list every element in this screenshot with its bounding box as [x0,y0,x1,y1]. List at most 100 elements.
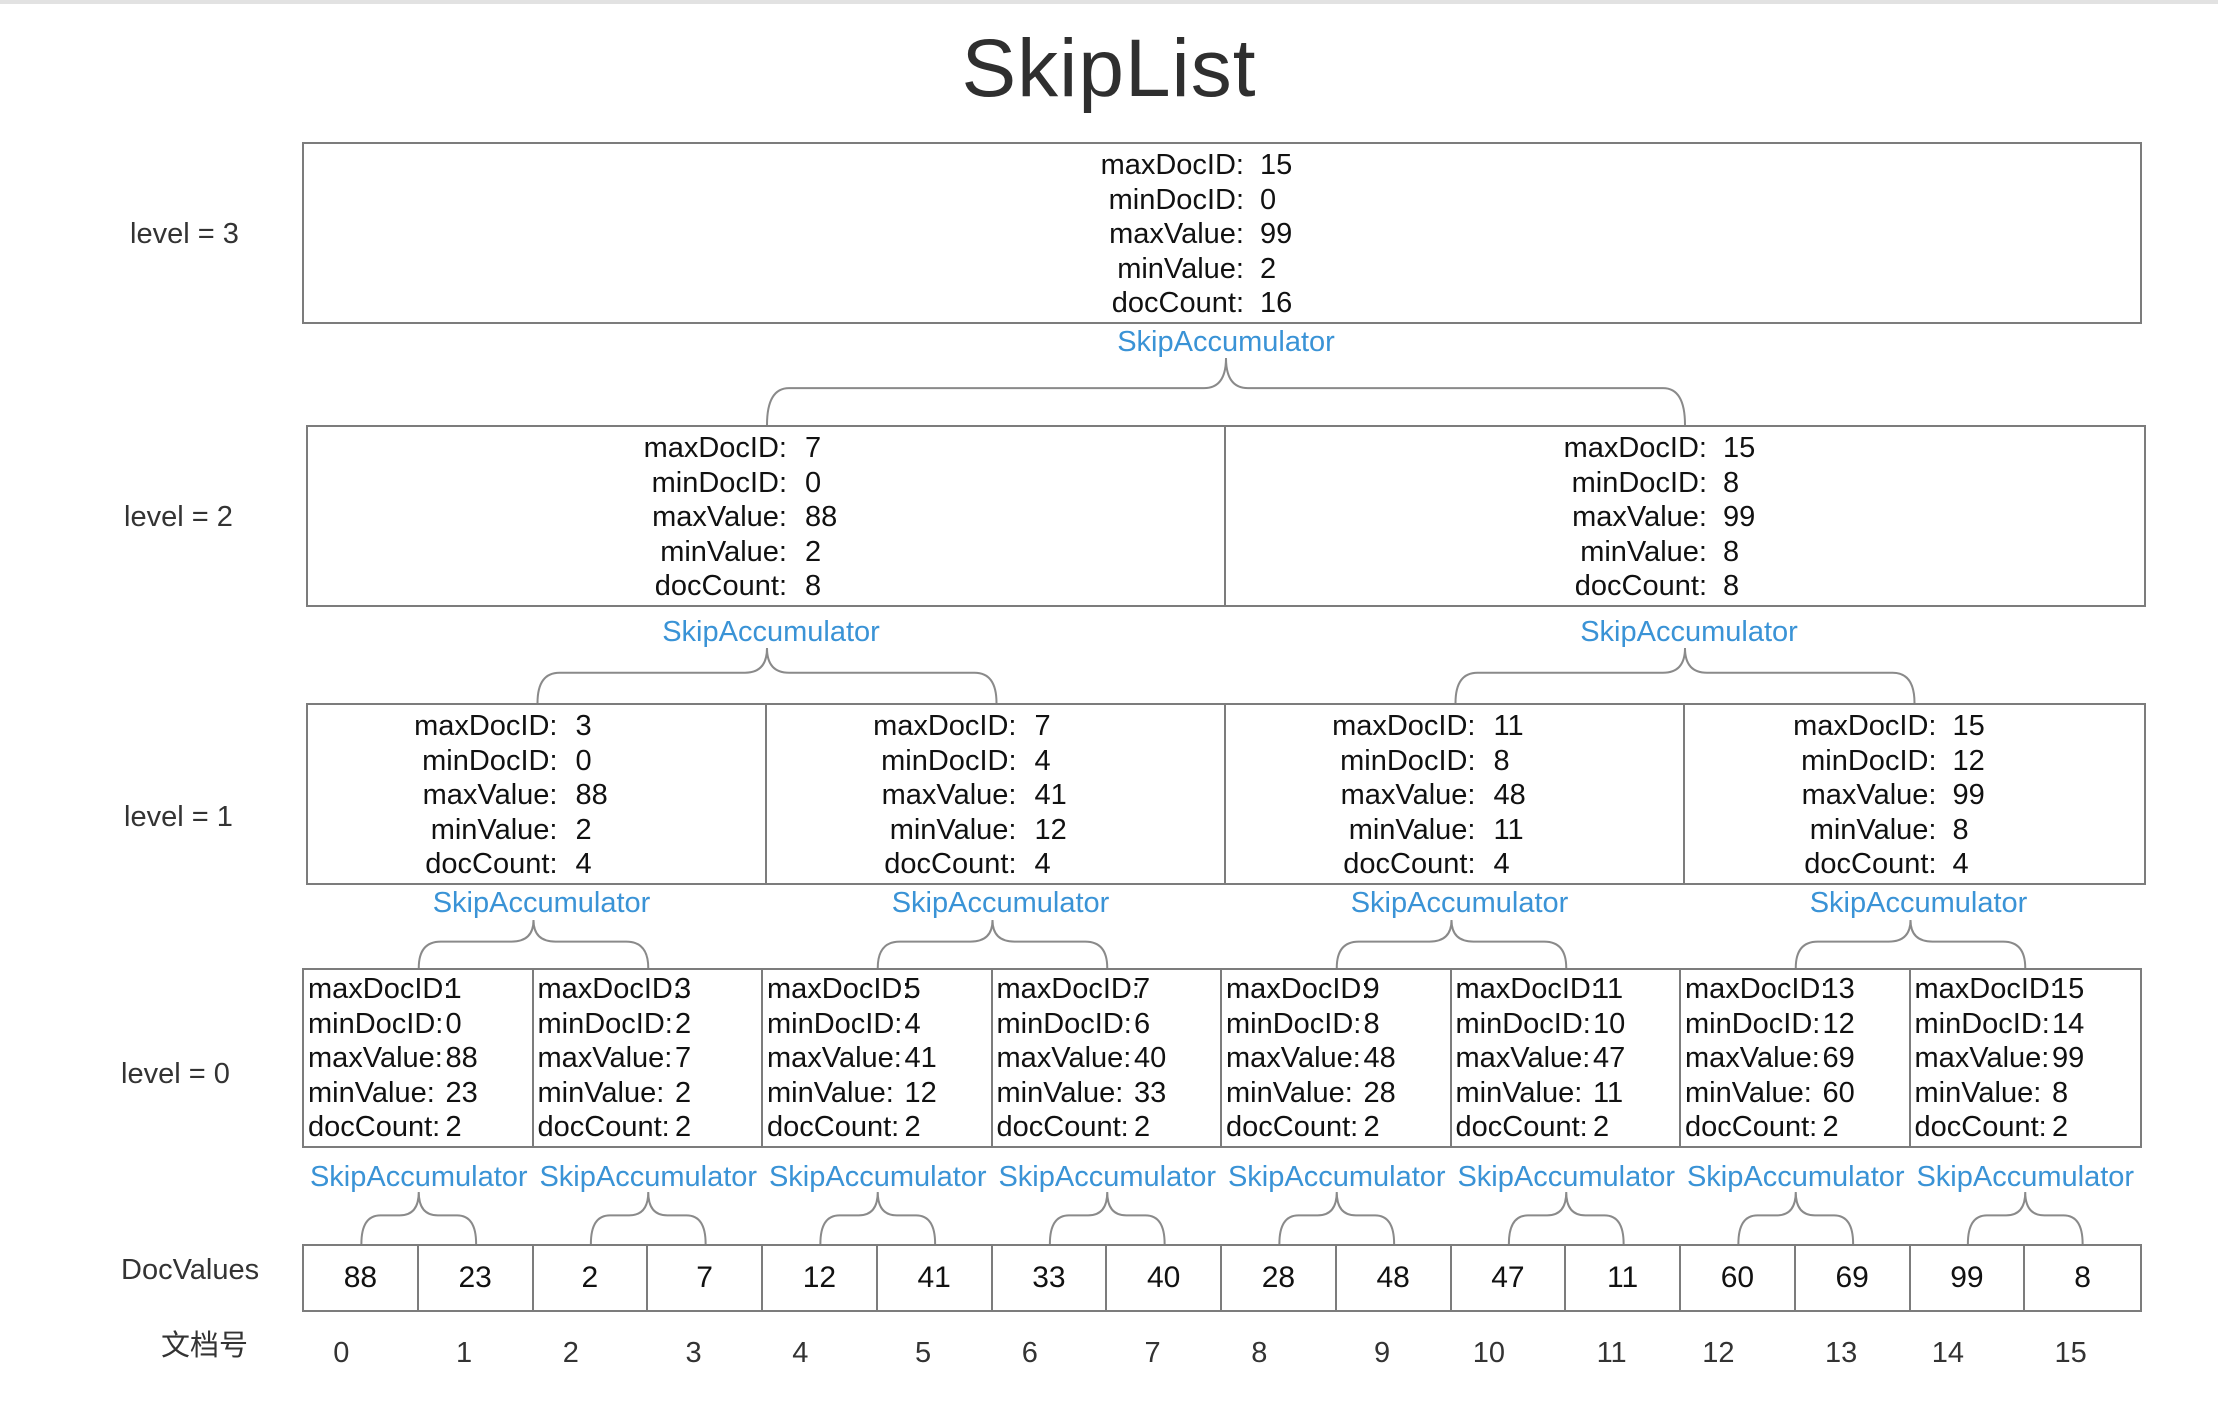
maxdocid-value: 15 [1952,710,1985,742]
doc-number: 3 [685,1337,702,1369]
diagram-title: SkipList [961,23,1257,114]
mindocid-label: minDocID: [1108,183,1244,216]
mindocid-label: minDocID: [1226,1007,1362,1040]
skip-accumulator-label: SkipAccumulator [768,1161,987,1193]
maxvalue-label: maxValue: [1340,779,1476,811]
doccount-value: 4 [1493,848,1510,880]
doc-number: 0 [333,1337,350,1369]
maxvalue-label: maxValue: [422,779,558,811]
minvalue-value: 8 [2051,1076,2069,1109]
docvalue-cell: 99 [1911,1246,2026,1310]
maxdocid-label: maxDocID: [643,432,787,464]
mindocid-value: 0 [805,466,822,499]
minvalue-label: minValue: [537,1076,665,1109]
accumulator-brace [360,1191,478,1245]
maxvalue-value: 99 [2051,1042,2085,1074]
skiplist-node: maxDocID: 7 minDocID: 0 maxValue: 88 minValue:… [308,427,1226,605]
doccount-label: docCount: [425,848,558,880]
maxdocid-value: 7 [805,432,822,464]
maxvalue-value: 40 [1133,1042,1167,1074]
maxvalue-label: maxValue: [996,1042,1132,1074]
accumulator-brace [876,919,1109,969]
maxdocid-label: maxDocID: [537,973,681,1005]
maxvalue-label: maxValue: [767,1042,902,1074]
maxvalue-label: maxValue: [1914,1042,2050,1074]
doc-number: 6 [1021,1337,1038,1369]
maxdocid-value: 3 [575,710,592,742]
accumulator-brace [589,1191,707,1245]
mindocid-label: minDocID: [422,744,558,777]
mindocid-label: minDocID: [1914,1007,2050,1040]
doccount-label: docCount: [884,848,1017,880]
maxdocid-value: 15 [1260,149,1293,181]
maxvalue-value: 99 [1952,779,1985,811]
maxdocid-label: maxDocID: [996,973,1140,1005]
mindocid-value: 10 [1592,1007,1626,1040]
maxdocid-value: 7 [1034,710,1051,742]
maxvalue-label: maxValue: [652,501,787,533]
maxdocid-label: maxDocID: [1793,710,1937,742]
maxdocid-label: maxDocID: [1226,973,1370,1005]
accumulator-brace [1454,647,1916,704]
mindocid-value: 8 [1363,1007,1380,1040]
minvalue-label: minValue: [1117,252,1244,285]
maxvalue-value: 41 [904,1042,937,1074]
mindocid-label: minDocID: [651,466,787,499]
skiplist-node: maxDocID: 3 minDocID: 0 maxValue: 88 minValue:… [308,705,767,883]
skiplist-node: maxDocID: 15 minDocID: 8 maxValue: 99 minValue… [1226,427,2144,605]
docvalues-label: DocValues [121,1254,260,1286]
accumulator-brace [1737,1191,1855,1245]
maxvalue-value: 41 [1034,779,1067,811]
doccount-value: 2 [674,1111,692,1143]
minvalue-label: minValue: [996,1076,1124,1109]
doccount-value: 4 [1952,848,1969,880]
skip-accumulator-label: SkipAccumulator [1227,1161,1446,1193]
minvalue-value: 28 [1363,1076,1396,1109]
minvalue-label: minValue: [1914,1076,2042,1109]
minvalue-value: 11 [1592,1076,1624,1109]
doccount-value: 8 [805,570,822,602]
docvalue-cell: 8 [2074,1261,2091,1294]
minvalue-label: minValue: [430,813,558,846]
mindocid-label: minDocID: [996,1007,1132,1040]
minvalue-value: 12 [1034,813,1067,846]
skip-accumulator-label: SkipAccumulator [1580,616,1798,648]
minvalue-label: minValue: [1580,535,1707,568]
doccount-label: docCount: [1914,1111,2047,1143]
skiplist-node: maxDocID: 7 minDocID: 4 maxValue: 41 minValue:… [767,705,1226,883]
maxdocid-value: 15 [1723,432,1756,464]
mindocid-label: minDocID: [1340,744,1476,777]
maxdocid-value: 1 [445,973,462,1005]
minvalue-value: 2 [1260,252,1277,285]
maxvalue-label: maxValue: [308,1042,443,1074]
level-3-container: maxDocID: 15 minDocID: 0 maxValue: 99 minValue… [302,142,2142,324]
maxdocid-label: maxDocID: [308,973,452,1005]
maxdocid-label: maxDocID: [1563,432,1707,464]
docvalues-array: 88 23 2 7 12 41 33 40 28 48 47 11 60 69 99 8 [302,1244,2142,1312]
level-label: level = 2 [124,501,233,533]
minvalue-label: minValue: [1226,1076,1353,1109]
maxdocid-label: maxDocID: [1914,973,2058,1005]
doccount-label: docCount: [996,1111,1129,1143]
maxdocid-value: 13 [1822,973,1855,1005]
mindocid-value: 12 [1952,744,1985,777]
docvalue-cell: 60 [1681,1246,1796,1310]
maxvalue-label: maxValue: [537,1042,673,1074]
level-2-container: maxDocID: 7 minDocID: 0 maxValue: 88 minValue:… [306,425,2146,607]
skip-accumulator-label: SkipAccumulator [539,1161,758,1193]
mindocid-value: 12 [1822,1007,1855,1040]
doccount-label: docCount: [1574,570,1707,602]
maxdocid-value: 9 [1363,973,1380,1005]
skiplist-node: maxDocID: 15 minDocID: 12 maxValue: 99 minValu… [1685,705,2144,883]
mindocid-label: minDocID: [1685,1007,1821,1040]
accumulator-brace [536,647,998,704]
mindocid-label: minDocID: [308,1007,444,1040]
maxvalue-label: maxValue: [1226,1042,1361,1074]
docvalue-cell: 28 [1222,1246,1337,1310]
doccount-value: 4 [575,848,592,880]
maxvalue-label: maxValue: [1455,1042,1591,1074]
accumulator-brace [417,919,650,969]
doc-number: 12 [1702,1337,1735,1369]
doc-number: 7 [1144,1337,1161,1369]
skip-accumulator-label: SkipAccumulator [432,887,651,919]
